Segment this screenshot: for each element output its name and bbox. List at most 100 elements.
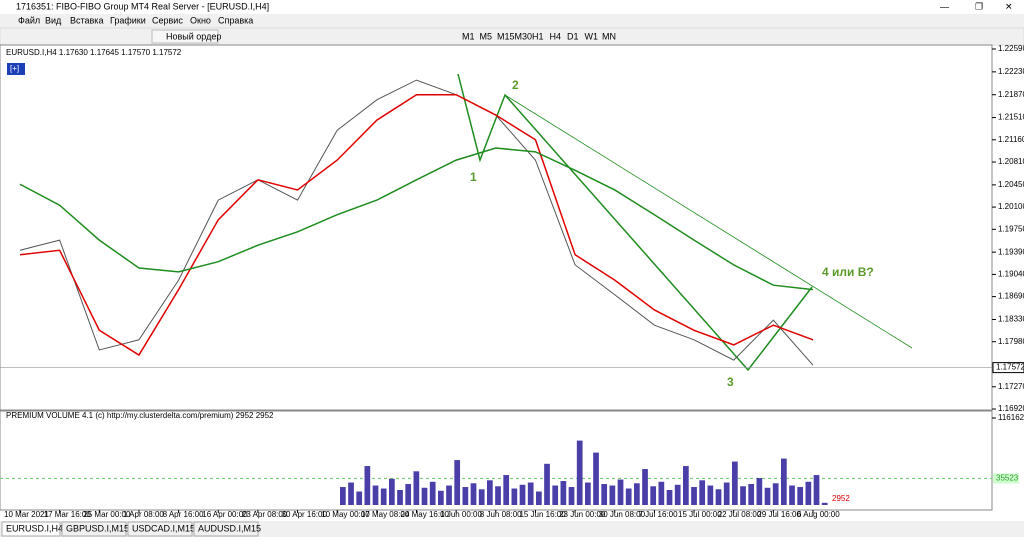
volume-bar — [609, 485, 616, 505]
x-tick-label: 1 Jun 00:00 — [440, 510, 482, 519]
tab[interactable] — [127, 521, 193, 537]
x-tick-label: 16 Apr 00:00 — [202, 510, 248, 519]
menu-item[interactable]: Справка — [218, 15, 253, 25]
timeframe-button[interactable]: H1 — [532, 31, 544, 41]
volume-bar — [348, 482, 354, 505]
menu-item[interactable]: Сервис — [152, 15, 183, 25]
volume-bar — [772, 483, 779, 505]
timeframe-button[interactable]: M15 — [497, 31, 515, 41]
y-tick-label: 1.18690 — [998, 292, 1024, 301]
plus-button[interactable] — [7, 63, 25, 75]
volume-bar — [707, 485, 714, 505]
timeframe-button[interactable]: MN — [602, 31, 616, 41]
volume-bar — [723, 482, 730, 505]
tab[interactable] — [61, 521, 127, 537]
plus-label[interactable]: [+] — [10, 64, 19, 73]
y-tick-label: 1.19390 — [998, 247, 1024, 256]
tab-label[interactable]: USDCAD.I,M15 — [132, 523, 195, 533]
volume-bar — [429, 481, 436, 505]
y-tick-label: 1.20100 — [998, 202, 1024, 211]
volume-bar — [699, 480, 706, 505]
minimize[interactable]: — — [940, 1, 949, 11]
x-tick-label: 10 Mar 2021 — [4, 510, 49, 519]
x-tick-label: 23 Jun 00:00 — [559, 510, 606, 519]
volume-bar — [421, 487, 428, 505]
menu-item[interactable]: Графики — [110, 15, 146, 25]
y-tick-label: 1.21870 — [998, 90, 1024, 99]
x-tick-label: 8 Apr 16:00 — [163, 510, 204, 519]
x-tick-label: 30 Jun 08:00 — [599, 510, 646, 519]
volume-bar — [527, 482, 534, 505]
y-tick-label: 1.16920 — [998, 404, 1024, 413]
x-tick-label: 25 Mar 00:00 — [83, 510, 131, 519]
timeframe-button[interactable]: M30 — [515, 31, 533, 41]
volume-bar — [405, 484, 412, 505]
tab[interactable] — [193, 521, 259, 537]
volume-bar — [560, 481, 567, 505]
title-bar — [0, 0, 1024, 14]
volume-bar — [658, 481, 665, 505]
y-tick-label: 1.21510 — [998, 113, 1024, 122]
y-tick-label: 1.19040 — [998, 270, 1024, 279]
y-tick-label: 1.19750 — [998, 224, 1024, 233]
timeframe-button[interactable]: W1 — [585, 31, 599, 41]
new-order-button[interactable] — [151, 29, 219, 44]
menu-item[interactable]: Вставка — [70, 15, 103, 25]
x-tick-label: 10 May 00:00 — [321, 510, 370, 519]
volume-bar — [634, 483, 640, 505]
y-tick-label: 1.21160 — [998, 135, 1024, 144]
maximize[interactable]: ❐ — [975, 1, 983, 11]
volume-bar — [356, 491, 363, 505]
y-tick-label: 1.17270 — [998, 382, 1024, 391]
timeframe-button[interactable]: D1 — [567, 31, 579, 41]
wave-label: 2 — [512, 78, 519, 92]
volume-bar — [756, 478, 763, 505]
y-tick-label: 116162 — [998, 413, 1024, 422]
volume-bar — [544, 463, 550, 505]
x-tick-label: 29 Jul 16:00 — [757, 510, 801, 519]
volume-bar — [340, 487, 346, 505]
volume-bar — [495, 486, 501, 505]
volume-bar — [364, 466, 371, 505]
tab[interactable] — [1, 521, 61, 537]
x-tick-label: 6 Aug 00:00 — [797, 510, 840, 519]
timeframe-button[interactable]: H4 — [550, 31, 562, 41]
volume-bar — [519, 484, 526, 505]
volume-bar — [683, 466, 689, 505]
timeframe-button[interactable]: M1 — [462, 31, 475, 41]
menu-bar — [0, 14, 1024, 28]
timeframe-button[interactable]: M5 — [480, 31, 493, 41]
volume-bar — [740, 486, 746, 505]
tab-label[interactable]: AUDUSD.I,M15 — [198, 523, 261, 533]
new-order-label[interactable]: Новый ордер — [166, 31, 221, 41]
volume-bar — [789, 485, 795, 505]
window-title: 1716351: FIBO-FIBO Group MT4 Real Server… — [16, 1, 269, 11]
tab-label[interactable]: EURUSD.I,H4 — [6, 523, 63, 533]
volume-bar — [446, 485, 452, 505]
volume-bar — [674, 484, 681, 505]
volume-bar — [372, 485, 379, 505]
volume-bar — [380, 488, 387, 505]
menu-item[interactable]: Окно — [190, 15, 211, 25]
x-tick-label: 15 Jun 16:00 — [519, 510, 566, 519]
volume-bar — [748, 484, 755, 505]
volume-bar — [478, 489, 485, 505]
x-tick-label: 8 Jun 08:00 — [480, 510, 522, 519]
tab-label[interactable]: GBPUSD.I,M15 — [66, 523, 129, 533]
volume-bar — [617, 479, 624, 505]
close[interactable]: ✕ — [1005, 1, 1013, 11]
chart-header: EURUSD.I,H4 1.17630 1.17645 1.17570 1.17… — [6, 48, 182, 57]
price-line — [19, 147, 814, 291]
volume-bar — [585, 482, 591, 505]
y-tick-label: 1.17980 — [998, 337, 1024, 346]
last-volume-label: 2952 — [832, 494, 850, 503]
menu-item[interactable]: Файл — [18, 15, 40, 25]
volume-bar — [805, 481, 812, 505]
x-tick-label: 17 May 08:00 — [361, 510, 410, 519]
menu-item[interactable]: Вид — [45, 15, 62, 25]
volume-bar — [821, 502, 828, 505]
level-box — [993, 473, 1019, 484]
price-line — [19, 93, 814, 357]
